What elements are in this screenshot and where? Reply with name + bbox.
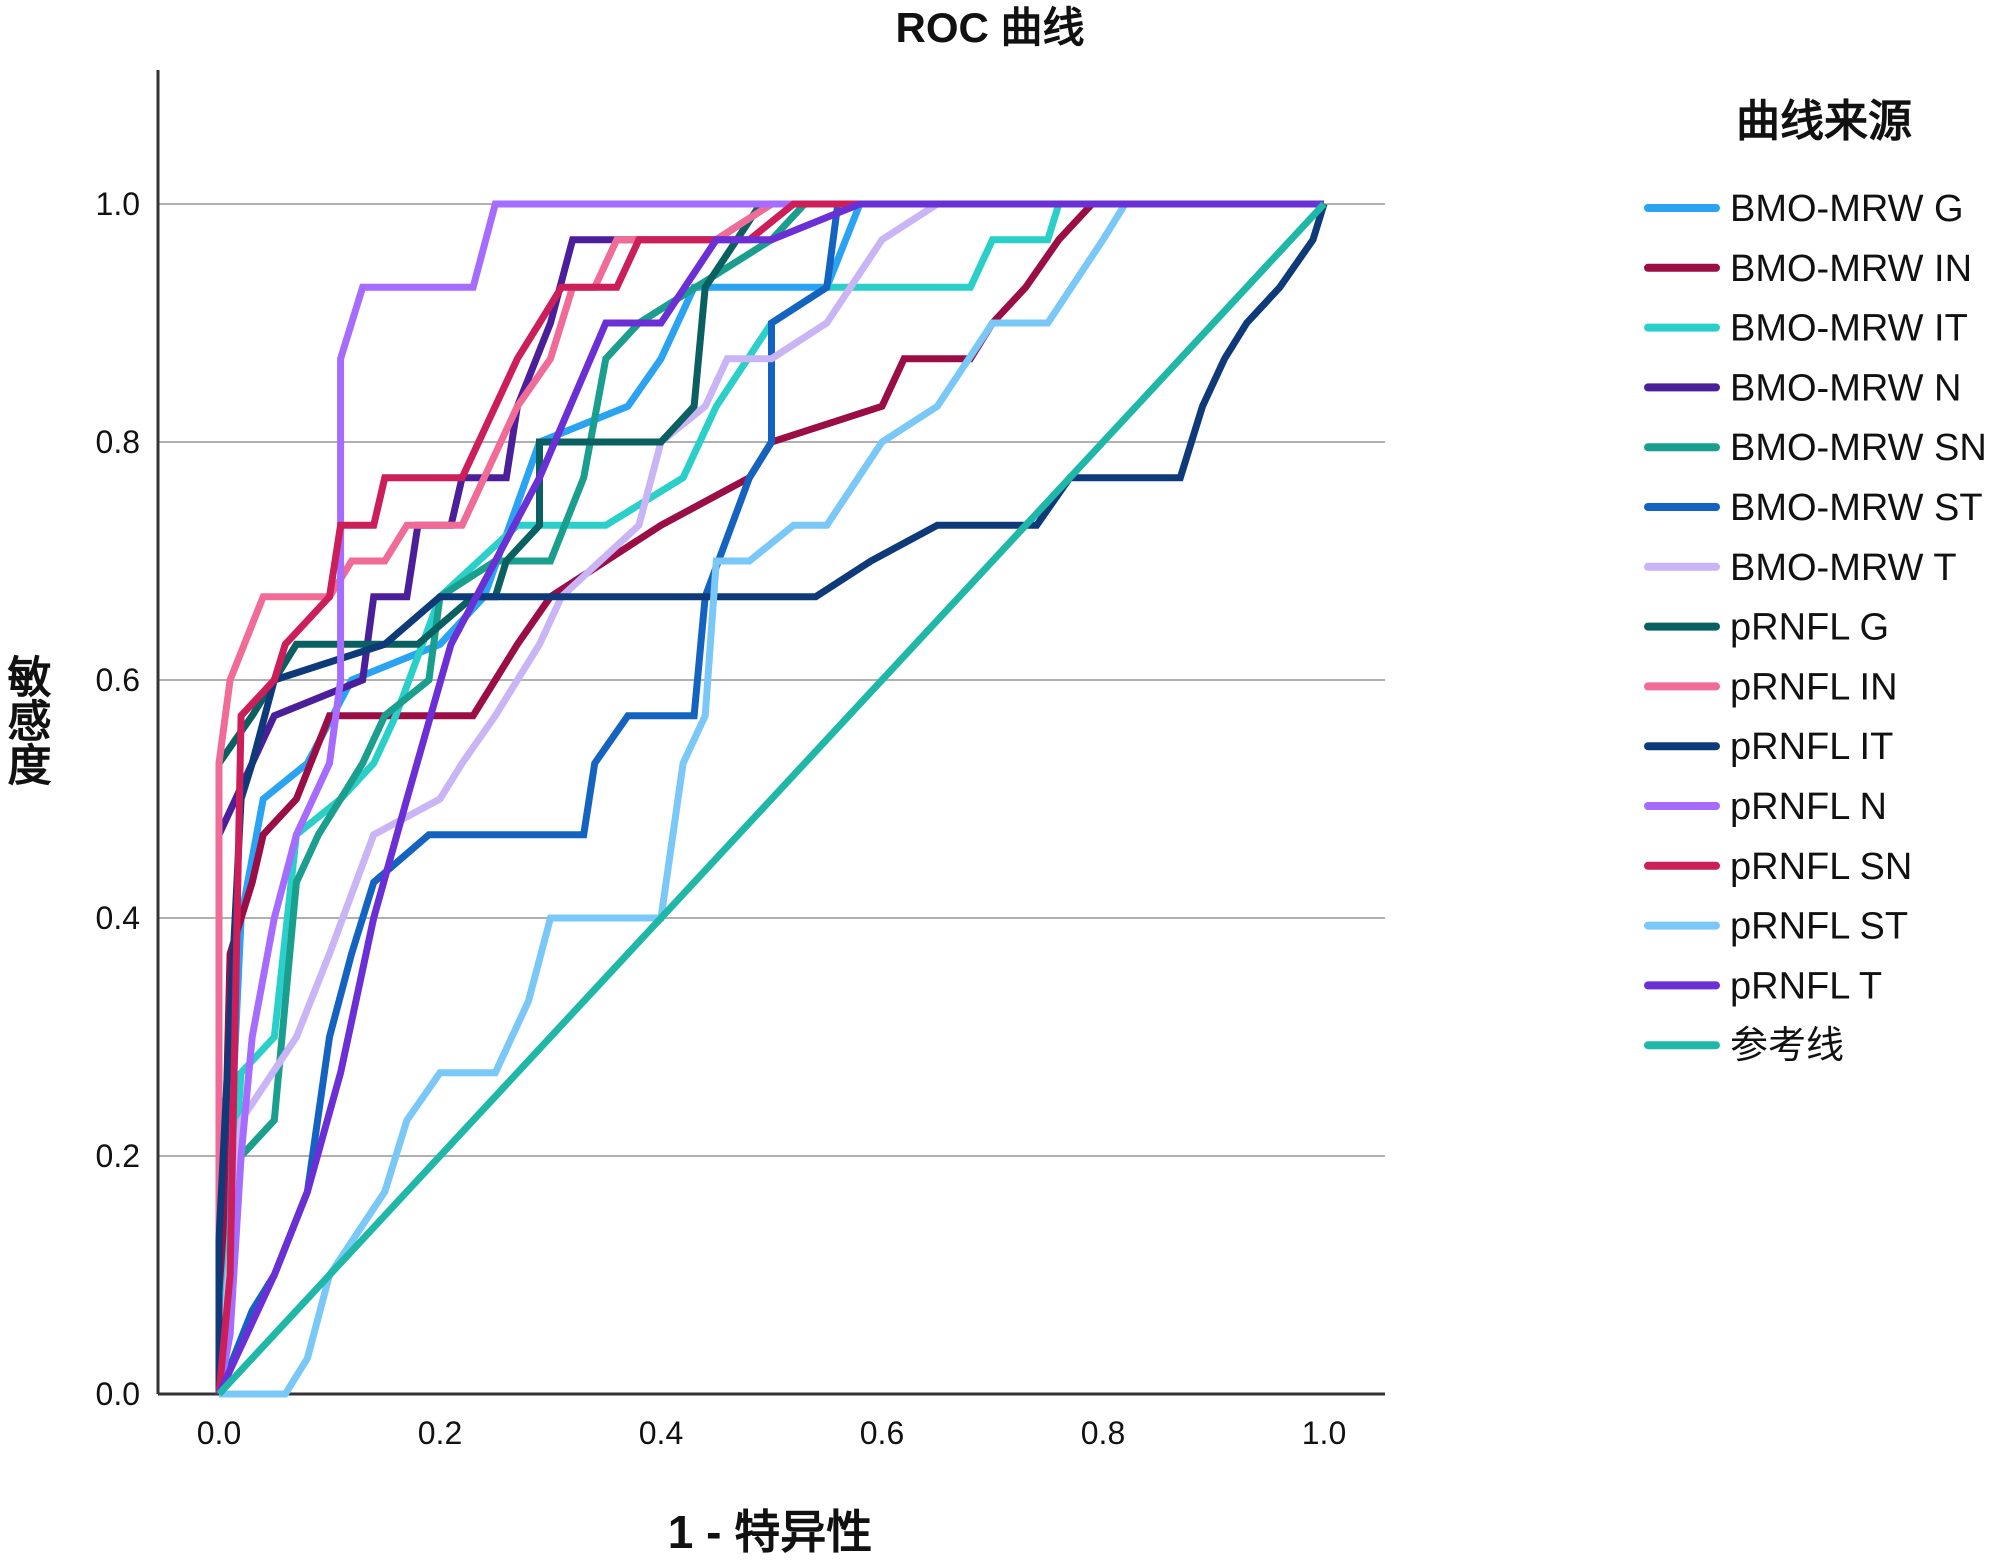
roc-curve-prnfl-n <box>215 200 1324 1395</box>
roc-curve-prnfl-st <box>219 200 1324 1398</box>
roc-curve-prnfl-sn <box>215 200 1324 1395</box>
legend-label: pRNFL T <box>1730 965 1882 1007</box>
legend-label: pRNFL N <box>1730 786 1887 828</box>
legend-label: BMO-MRW IT <box>1730 308 1968 350</box>
x-tick-label: 0.4 <box>639 1415 683 1451</box>
legend-label: pRNFL ST <box>1730 906 1908 948</box>
roc-curve-bmo-mrw-sn <box>215 200 1324 1395</box>
legend-label: BMO-MRW T <box>1730 547 1957 589</box>
x-tick-label: 0.6 <box>860 1415 904 1451</box>
legend-label: BMO-MRW G <box>1730 188 1964 230</box>
legend-title: 曲线来源 <box>1736 97 1912 146</box>
x-tick-label: 0.8 <box>1081 1415 1125 1451</box>
legend-label: pRNFL G <box>1730 607 1889 649</box>
y-tick-label: 0.6 <box>96 662 140 698</box>
roc-curve-prnfl-t <box>215 200 1324 1396</box>
legend-label: pRNFL IT <box>1730 726 1893 768</box>
legend-label: BMO-MRW IN <box>1730 248 1972 290</box>
y-tick-label: 0.4 <box>96 900 140 936</box>
x-tick-label: 0.2 <box>418 1415 462 1451</box>
legend: BMO-MRW G BMO-MRW IN BMO-MRW IT BMO-MRW N BM… <box>1644 188 1987 1067</box>
legend-label: pRNFL SN <box>1730 846 1912 888</box>
x-tick-label: 1.0 <box>1302 1415 1346 1451</box>
x-tick-label: 0.0 <box>197 1415 241 1451</box>
legend-label: 参考线 <box>1730 1025 1844 1067</box>
roc-curve-参考线 <box>216 201 1327 1397</box>
legend-label: pRNFL IN <box>1730 666 1898 708</box>
roc-curve-bmo-mrw-in <box>215 200 1324 1395</box>
x-axis-label: 1 - 特异性 <box>668 1506 872 1557</box>
y-axis-label: 敏感度 <box>1 654 52 786</box>
legend-label: BMO-MRW SN <box>1730 427 1987 469</box>
roc-curve-prnfl-it <box>215 202 1328 1394</box>
roc-curve-bmo-mrw-g <box>215 200 1324 1395</box>
legend-label: BMO-MRW ST <box>1730 487 1983 529</box>
chart-title: ROC 曲线 <box>895 4 1084 51</box>
y-tick-label: 0.0 <box>96 1376 140 1412</box>
y-tick-label: 0.2 <box>96 1138 140 1174</box>
legend-label: BMO-MRW N <box>1730 367 1962 409</box>
y-tick-label: 1.0 <box>96 186 140 222</box>
y-tick-label: 0.8 <box>96 424 140 460</box>
